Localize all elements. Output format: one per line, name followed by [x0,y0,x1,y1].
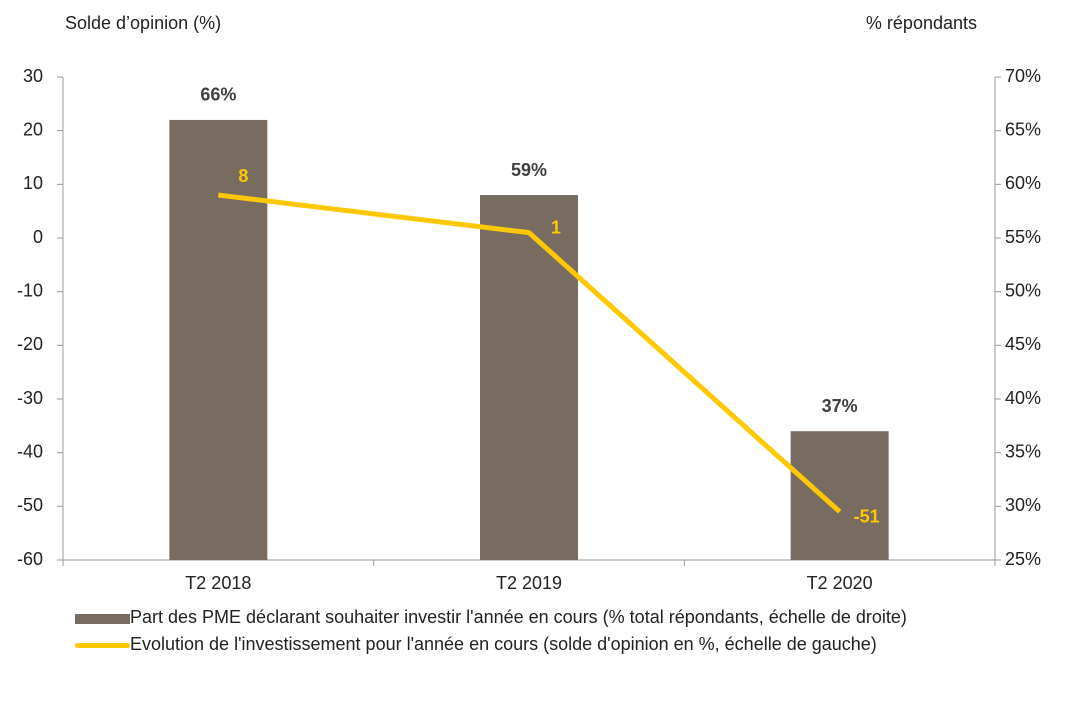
y-tick-label: 30 [23,66,43,86]
bar-value-label: 66% [200,85,236,105]
y-tick-label: 10 [23,173,43,193]
bar [480,195,578,561]
line-value-label: 1 [551,217,561,237]
bar [790,431,889,560]
y-tick-label: -10 [17,280,43,300]
y2-tick-label: 30% [1005,495,1041,515]
x-tick-label: T2 2020 [807,573,873,593]
y2-tick-label: 45% [1005,334,1041,354]
y2-tick-label: 60% [1005,173,1041,193]
y-tick-label: 20 [23,119,43,139]
legend-swatch [75,643,130,648]
y2-tick-label: 25% [1005,549,1041,569]
y-tick-label: -60 [17,549,43,569]
y-tick-label: 0 [33,227,43,247]
legend-item: Part des PME déclarant souhaiter investi… [75,605,1035,630]
legend-label: Evolution de l'investissement pour l'ann… [130,634,877,654]
y-axis-title: Solde d’opinion (%) [65,13,221,33]
legend-swatch [75,614,130,624]
line [218,192,842,514]
line-value-label: 8 [238,166,248,186]
line-value-label: -51 [854,506,880,526]
y2-tick-label: 50% [1005,280,1041,300]
bar [169,119,268,560]
legend-label: Part des PME déclarant souhaiter investi… [130,607,907,627]
bar-value-label: 37% [822,396,858,416]
chart: Solde d’opinion (%) % répondants -60 -50 -… [17,13,1041,593]
y2-tick-label: 65% [1005,119,1041,139]
legend: Part des PME déclarant souhaiter investi… [75,605,1035,659]
y2-axis-title: % répondants [866,13,977,33]
y2-tick-label: 55% [1005,227,1041,247]
y-tick-label: -40 [17,441,43,461]
y-tick-label: -50 [17,495,43,515]
legend-item: Evolution de l'investissement pour l'ann… [75,632,1035,657]
y2-tick-label: 35% [1005,441,1041,461]
x-tick-label: T2 2018 [185,573,251,593]
x-tick-label: T2 2019 [496,573,562,593]
y-tick-label: -30 [17,388,43,408]
y-tick-label: -20 [17,334,43,354]
y2-tick-label: 40% [1005,388,1041,408]
y2-tick-label: 70% [1005,66,1041,86]
bar-value-label: 59% [511,160,547,180]
